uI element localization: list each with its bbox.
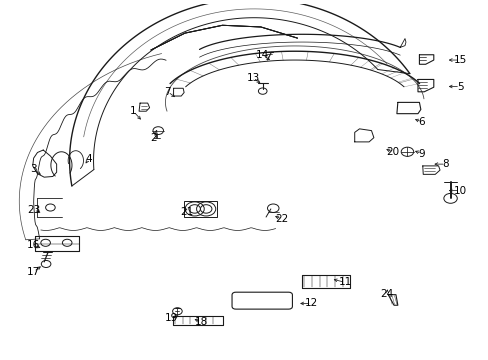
Text: 12: 12 [305,298,318,309]
Text: 17: 17 [27,267,40,277]
Text: 21: 21 [180,207,193,217]
Text: 9: 9 [418,149,424,158]
Bar [184,201,217,217]
Text: 19: 19 [164,313,178,323]
Text: 10: 10 [453,186,466,195]
Text: 7: 7 [164,87,171,97]
Text: 2: 2 [150,133,157,143]
Text: 3: 3 [30,165,37,174]
Text: 8: 8 [442,159,448,169]
Text: 13: 13 [246,73,259,83]
Text: 5: 5 [456,81,463,91]
Text: 15: 15 [452,55,466,65]
Text: 23: 23 [27,205,40,215]
Text: 16: 16 [27,240,40,250]
Text: 11: 11 [338,277,351,287]
Text: 4: 4 [85,154,92,164]
Text: 18: 18 [194,317,207,327]
Text: 6: 6 [418,117,424,127]
Text: 24: 24 [380,289,393,298]
Text: 1: 1 [130,106,136,116]
Text: 20: 20 [386,147,399,157]
Text: 14: 14 [256,50,269,60]
Text: 22: 22 [275,214,288,224]
